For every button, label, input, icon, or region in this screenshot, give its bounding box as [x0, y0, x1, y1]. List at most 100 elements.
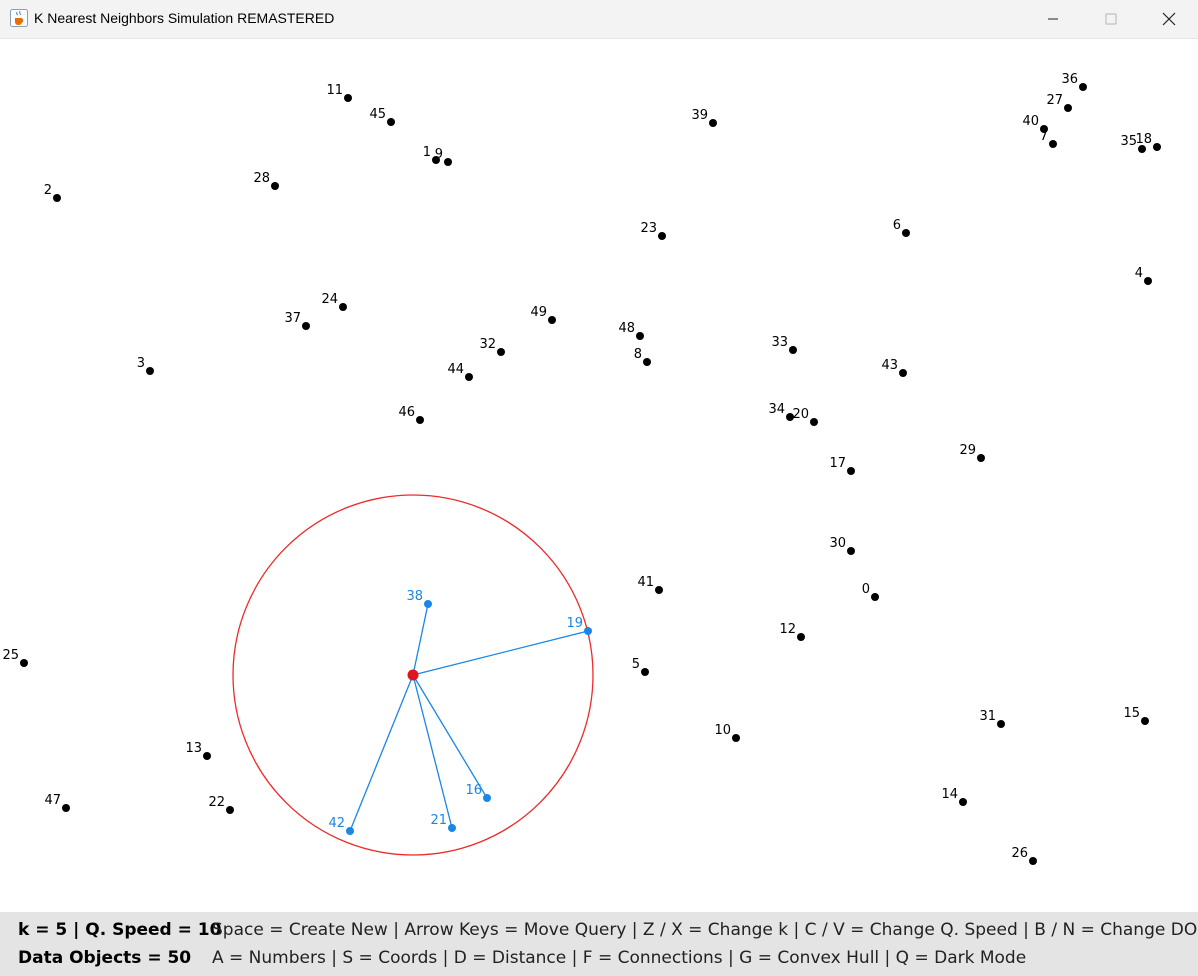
knn-radius-circle — [232, 494, 594, 856]
data-point — [344, 94, 352, 102]
data-point — [797, 633, 805, 641]
point-label: 30 — [829, 536, 846, 551]
point-label: 17 — [829, 456, 846, 471]
point-label: 3 — [137, 356, 145, 371]
data-point — [203, 752, 211, 760]
point-label: 33 — [771, 335, 788, 350]
neighbor-point — [448, 824, 456, 832]
data-point — [997, 720, 1005, 728]
data-point — [1144, 277, 1152, 285]
data-point — [497, 348, 505, 356]
data-objects-readout: Data Objects = 50 — [18, 948, 192, 968]
point-label: 48 — [618, 321, 635, 336]
data-point — [339, 303, 347, 311]
close-button[interactable] — [1140, 0, 1198, 38]
point-label: 40 — [1022, 114, 1039, 129]
point-label: 23 — [640, 221, 657, 236]
controls-help-line-1: Space = Create New | Arrow Keys = Move Q… — [212, 920, 1198, 940]
data-point — [20, 659, 28, 667]
neighbor-point — [424, 600, 432, 608]
point-label: 10 — [714, 723, 731, 738]
data-point — [847, 467, 855, 475]
query-point[interactable] — [407, 669, 419, 681]
point-label: 14 — [941, 787, 958, 802]
point-label: 18 — [1135, 132, 1152, 147]
data-point — [1064, 104, 1072, 112]
data-point — [432, 156, 440, 164]
data-point — [1029, 857, 1037, 865]
data-point — [709, 119, 717, 127]
point-label: 0 — [862, 582, 870, 597]
data-point — [1049, 140, 1057, 148]
minimize-icon — [1048, 18, 1058, 20]
point-label: 39 — [691, 108, 708, 123]
data-point — [899, 369, 907, 377]
point-label: 25 — [2, 648, 19, 663]
data-point — [1040, 125, 1048, 133]
data-point — [977, 454, 985, 462]
point-label: 46 — [398, 405, 415, 420]
point-label: 47 — [44, 793, 61, 808]
point-label: 42 — [328, 816, 345, 831]
data-point — [658, 232, 666, 240]
point-label: 31 — [979, 709, 996, 724]
point-label: 15 — [1123, 706, 1140, 721]
point-label: 49 — [530, 305, 547, 320]
neighbor-connection-line — [412, 674, 453, 829]
point-label: 5 — [632, 657, 640, 672]
point-label: 26 — [1011, 846, 1028, 861]
data-point — [416, 416, 424, 424]
point-label: 21 — [430, 813, 447, 828]
point-label: 35 — [1120, 134, 1137, 149]
data-point — [271, 182, 279, 190]
point-label: 12 — [779, 622, 796, 637]
data-point — [1153, 143, 1161, 151]
point-label: 19 — [566, 616, 583, 631]
data-point — [302, 322, 310, 330]
data-point — [444, 158, 452, 166]
point-label: 29 — [959, 443, 976, 458]
point-label: 44 — [447, 362, 464, 377]
java-coffee-cup-icon — [10, 9, 28, 27]
point-label: 38 — [406, 589, 423, 604]
data-point — [146, 367, 154, 375]
maximize-button[interactable] — [1082, 0, 1140, 38]
point-label: 34 — [768, 402, 785, 417]
data-point — [871, 593, 879, 601]
minimize-button[interactable] — [1024, 0, 1082, 38]
point-label: 43 — [881, 358, 898, 373]
data-point — [1138, 145, 1146, 153]
data-point — [465, 373, 473, 381]
point-label: 28 — [253, 171, 270, 186]
data-point — [786, 413, 794, 421]
point-label: 32 — [479, 337, 496, 352]
data-point — [641, 668, 649, 676]
point-label: 20 — [792, 407, 809, 422]
point-label: 45 — [369, 107, 386, 122]
point-label: 36 — [1061, 72, 1078, 87]
k-and-speed-readout: k = 5 | Q. Speed = 10 — [18, 920, 222, 940]
maximize-icon — [1105, 13, 1117, 25]
data-point — [810, 418, 818, 426]
neighbor-connection-line — [412, 630, 589, 676]
point-label: 13 — [185, 741, 202, 756]
neighbor-connection-line — [412, 674, 488, 799]
controls-help-line-2: A = Numbers | S = Coords | D = Distance … — [212, 948, 1027, 968]
point-label: 6 — [893, 218, 901, 233]
data-point — [732, 734, 740, 742]
close-icon — [1162, 12, 1176, 26]
data-point — [1079, 83, 1087, 91]
point-label: 4 — [1135, 266, 1143, 281]
title-bar: K Nearest Neighbors Simulation REMASTERE… — [0, 0, 1198, 39]
point-label: 2 — [44, 183, 52, 198]
window-title: K Nearest Neighbors Simulation REMASTERE… — [34, 10, 335, 26]
point-label: 9 — [435, 147, 443, 162]
point-label: 27 — [1046, 93, 1063, 108]
point-label: 1 — [423, 145, 431, 160]
status-bar: k = 5 | Q. Speed = 10 Data Objects = 50 … — [0, 912, 1198, 976]
neighbor-point — [483, 794, 491, 802]
point-label: 11 — [326, 83, 343, 98]
data-point — [655, 586, 663, 594]
neighbor-connection-line — [412, 603, 429, 676]
